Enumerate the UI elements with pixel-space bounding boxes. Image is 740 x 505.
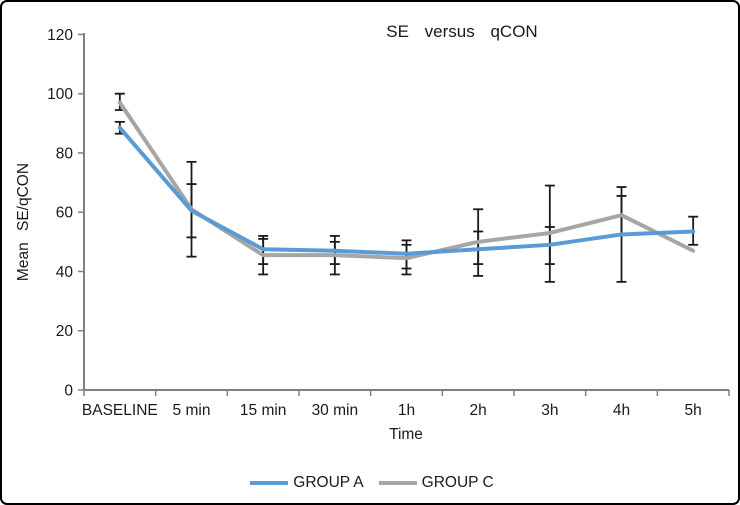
- y-tick-label: 0: [64, 383, 73, 400]
- x-category-label: BASELINE: [82, 402, 158, 419]
- legend-item-group-a: GROUP A: [250, 474, 364, 492]
- y-tick-label: 20: [56, 323, 74, 340]
- x-category-label: 2h: [470, 402, 487, 419]
- x-axis-title: Time: [389, 426, 423, 443]
- legend-label: GROUP A: [293, 474, 364, 491]
- x-category-label: 5 min: [173, 402, 211, 419]
- legend-item-group-c: GROUP C: [378, 474, 494, 492]
- legend: GROUP A GROUP C: [2, 474, 738, 492]
- chart-title: SE versus qCON: [386, 22, 538, 41]
- y-tick-label: 80: [56, 145, 74, 162]
- legend-line-swatch: [250, 481, 289, 485]
- y-tick-label: 60: [56, 205, 74, 222]
- x-category-label: 3h: [541, 402, 558, 419]
- x-category-label: 1h: [398, 402, 415, 419]
- y-tick-label: 100: [47, 86, 73, 103]
- legend-label: GROUP C: [421, 474, 494, 491]
- series-line-group-a: [117, 125, 696, 256]
- x-category-label: 4h: [613, 402, 630, 419]
- y-tick-label: 40: [56, 264, 74, 281]
- legend-line-swatch: [378, 481, 417, 485]
- y-axis-title: Mean SE/qCON: [15, 162, 32, 282]
- y-tick-label: 120: [47, 27, 73, 44]
- x-category-label: 5h: [685, 402, 702, 419]
- x-category-label: 15 min: [240, 402, 287, 419]
- x-category-label: 30 min: [312, 402, 359, 419]
